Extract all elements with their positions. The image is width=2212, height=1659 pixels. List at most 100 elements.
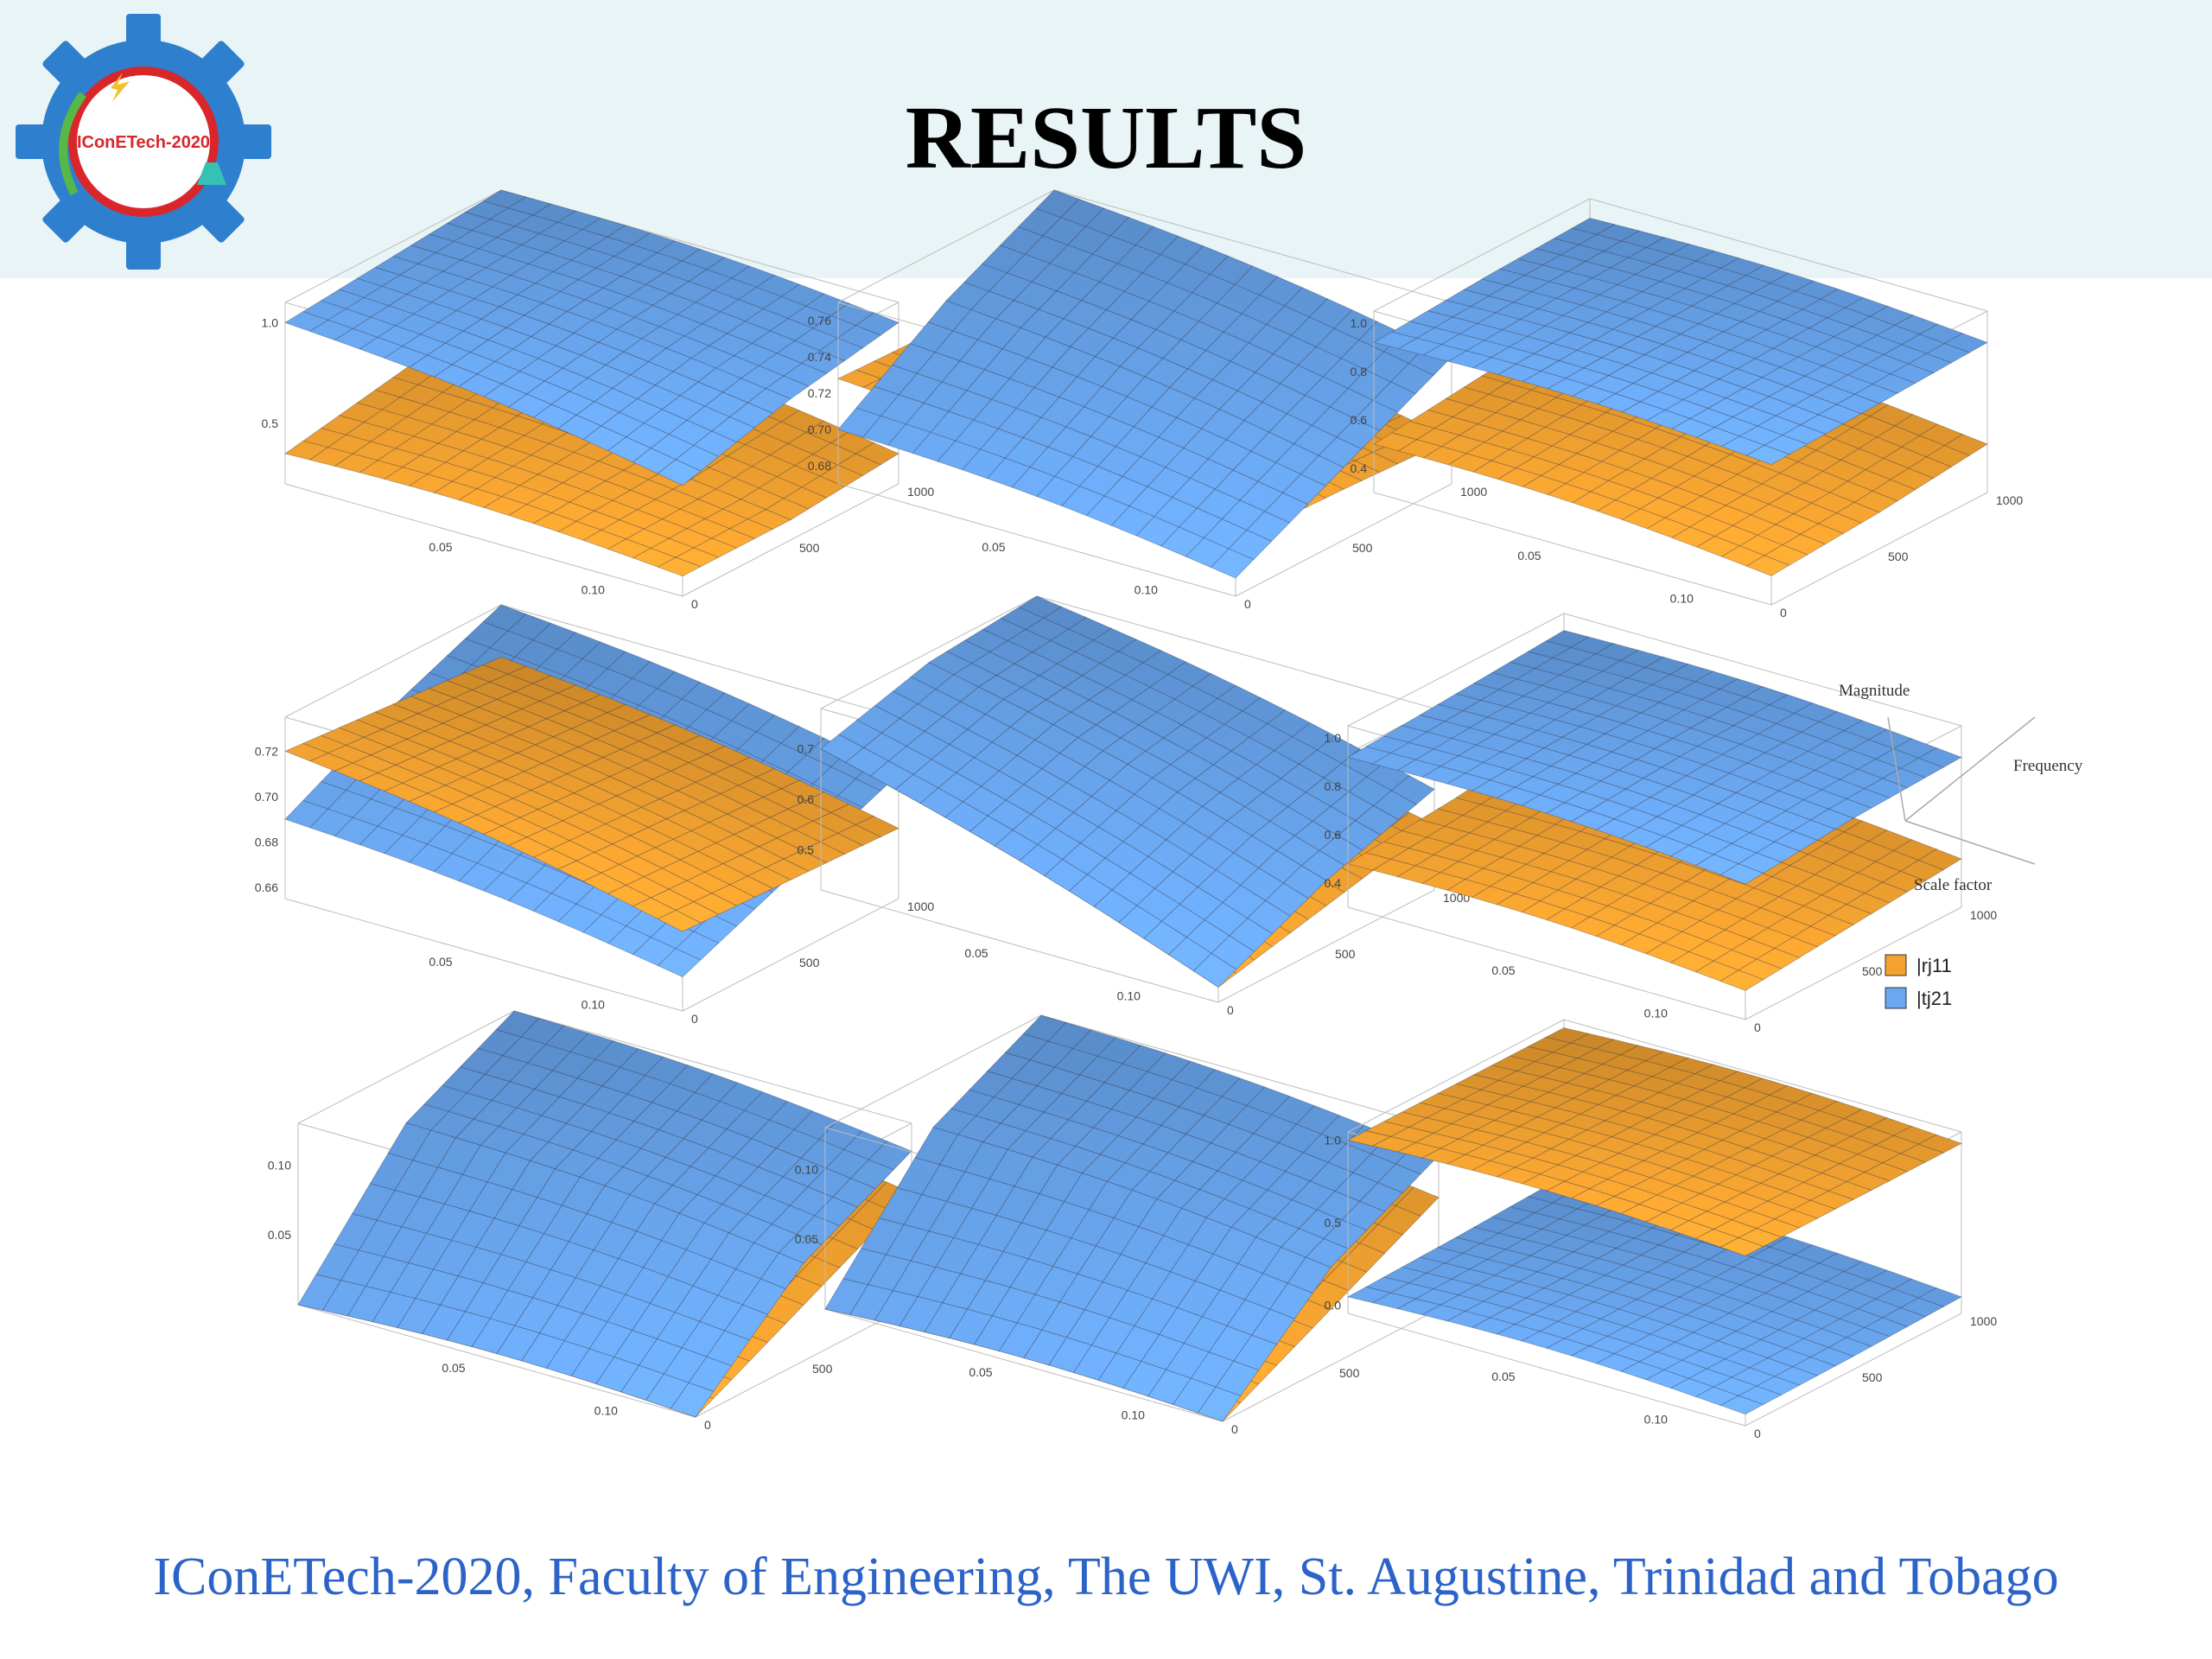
y-tick-label: 1000 <box>1460 485 1487 499</box>
surface-plot-2: 0.05 0.10 0 500 1000 0.68 0.70 0.72 0.74 0.76 <box>808 189 1487 611</box>
z-tick-label: 1.0 <box>1325 731 1342 745</box>
logo-text: IConETech-2020 <box>77 133 210 152</box>
slide-title: RESULTS <box>905 88 1307 188</box>
z-tick-label: 0.66 <box>255 880 278 894</box>
y-tick-label: 500 <box>799 541 820 555</box>
lightning-icon <box>111 73 130 102</box>
z-axis-line <box>1887 716 1906 822</box>
x-tick-label: 0.05 <box>969 1365 992 1379</box>
z-tick-label: 0.68 <box>255 835 278 849</box>
x-tick-label: 0.05 <box>1491 963 1515 977</box>
x-tick-label: 0.10 <box>582 998 605 1012</box>
z-tick-label: 1.0 <box>262 315 279 329</box>
surface-tj21 <box>820 595 1435 988</box>
z-tick-label: 0.5 <box>1325 1216 1342 1230</box>
x-tick-label: 0.05 <box>429 540 452 554</box>
y-tick-label: 0 <box>704 1418 711 1432</box>
x-tick-label: 0.05 <box>429 955 452 969</box>
z-tick-label: 0.6 <box>798 792 815 806</box>
y-axis-line <box>1904 716 2036 822</box>
z-tick-label: 0.7 <box>798 742 815 756</box>
x-tick-label: 0.05 <box>982 540 1005 554</box>
y-tick-label: 0 <box>1227 1003 1234 1017</box>
surface-tj21 <box>297 1010 912 1418</box>
y-tick-label: 500 <box>1862 964 1883 978</box>
x-tick-label: 0.10 <box>1135 583 1158 597</box>
surface-plot-5: 0.05 0.10 0 500 1000 0.5 0.6 0.7 <box>798 595 1470 1017</box>
z-tick-label: 0.6 <box>1325 828 1342 842</box>
y-tick-label: 0 <box>1780 606 1787 620</box>
y-tick-label: 0 <box>691 1012 698 1026</box>
legend-label: |tj21 <box>1916 988 1952 1009</box>
surface-rj11 <box>1346 1027 1963 1256</box>
x-tick-label: 0.05 <box>442 1361 465 1375</box>
z-tick-label: 0.10 <box>268 1158 291 1172</box>
legend-swatch <box>1885 954 1907 976</box>
x-tick-label: 0.10 <box>1670 592 1694 606</box>
x-tick-label: 0.10 <box>1122 1408 1145 1422</box>
z-tick-label: 0.72 <box>255 744 278 758</box>
z-tick-label: 0.68 <box>808 459 831 473</box>
z-tick-label: 0.4 <box>1351 461 1368 475</box>
legend-label: |rj11 <box>1916 955 1952 976</box>
x-tick-label: 0.10 <box>1117 989 1141 1003</box>
z-tick-label: 0.0 <box>1325 1298 1342 1312</box>
z-tick-label: 0.05 <box>795 1232 818 1246</box>
z-axis-label: Magnitude <box>1839 682 1910 700</box>
axis-guide: Magnitude Frequency Scale factor <box>1839 682 2083 894</box>
y-tick-label: 500 <box>812 1362 833 1376</box>
z-tick-label: 0.70 <box>808 423 831 436</box>
x-tick-label: 0.10 <box>594 1404 618 1418</box>
z-tick-label: 0.76 <box>808 314 831 327</box>
z-tick-label: 0.6 <box>1351 413 1368 427</box>
y-tick-label: 0 <box>1231 1422 1238 1436</box>
x-tick-label: 0.05 <box>1491 1370 1515 1383</box>
z-tick-label: 0.74 <box>808 350 831 364</box>
z-tick-label: 0.8 <box>1325 779 1342 793</box>
legend: |rj11 |tj21 <box>1885 954 1952 1009</box>
x-axis-line <box>1904 820 2036 865</box>
z-tick-label: 0.70 <box>255 790 278 804</box>
y-tick-label: 500 <box>799 956 820 969</box>
x-tick-label: 0.05 <box>964 946 988 960</box>
surface-tj21 <box>837 189 1452 579</box>
y-tick-label: 0 <box>1754 1427 1761 1440</box>
y-tick-label: 1000 <box>907 485 934 499</box>
x-tick-label: 0.05 <box>1517 549 1541 563</box>
y-tick-label: 500 <box>1335 947 1356 961</box>
z-tick-label: 0.10 <box>795 1162 818 1176</box>
conference-logo: IConETech-2020 <box>16 14 271 270</box>
y-tick-label: 500 <box>1862 1370 1883 1384</box>
y-axis-label: Frequency <box>2013 757 2083 775</box>
surface-plot-4: 0.05 0.10 0 500 1000 0.66 0.68 0.70 0.72 <box>255 604 934 1026</box>
y-tick-label: 0 <box>691 597 698 611</box>
x-axis-label: Scale factor <box>1914 876 1993 894</box>
surface-plot-6: 0.05 0.10 0 500 1000 0.4 0.6 0.8 1.0 <box>1325 613 1997 1034</box>
surface-tj21 <box>824 1014 1440 1422</box>
flask-icon <box>197 162 226 185</box>
y-tick-label: 1000 <box>1970 1314 1997 1328</box>
z-tick-label: 0.05 <box>268 1228 291 1242</box>
y-tick-label: 0 <box>1754 1020 1761 1034</box>
z-tick-label: 1.0 <box>1325 1134 1342 1147</box>
z-tick-label: 0.5 <box>798 842 815 856</box>
y-tick-label: 500 <box>1339 1366 1360 1380</box>
surface-rj11 <box>283 656 899 932</box>
surface-tj21 <box>1372 217 1988 466</box>
z-tick-label: 0.8 <box>1351 365 1368 378</box>
surface-plot-1: 0.05 0.10 0 500 1000 0.5 1.0 <box>262 189 934 611</box>
z-tick-label: 0.5 <box>262 416 279 430</box>
z-tick-label: 0.4 <box>1325 876 1342 890</box>
slide-footer: IConETech-2020, Faculty of Engineering, … <box>153 1548 2059 1606</box>
surface-plot-9: 0.05 0.10 0 500 1000 0.0 0.5 1.0 <box>1325 1019 1997 1440</box>
y-tick-label: 1000 <box>1996 493 2023 507</box>
y-tick-label: 500 <box>1352 541 1373 555</box>
y-tick-label: 0 <box>1244 597 1251 611</box>
z-tick-label: 1.0 <box>1351 316 1368 330</box>
y-tick-label: 1000 <box>907 899 934 913</box>
x-tick-label: 0.10 <box>1644 1007 1668 1020</box>
surface-plot-3: 0.05 0.10 0 500 1000 0.4 0.6 0.8 1.0 <box>1351 198 2023 620</box>
